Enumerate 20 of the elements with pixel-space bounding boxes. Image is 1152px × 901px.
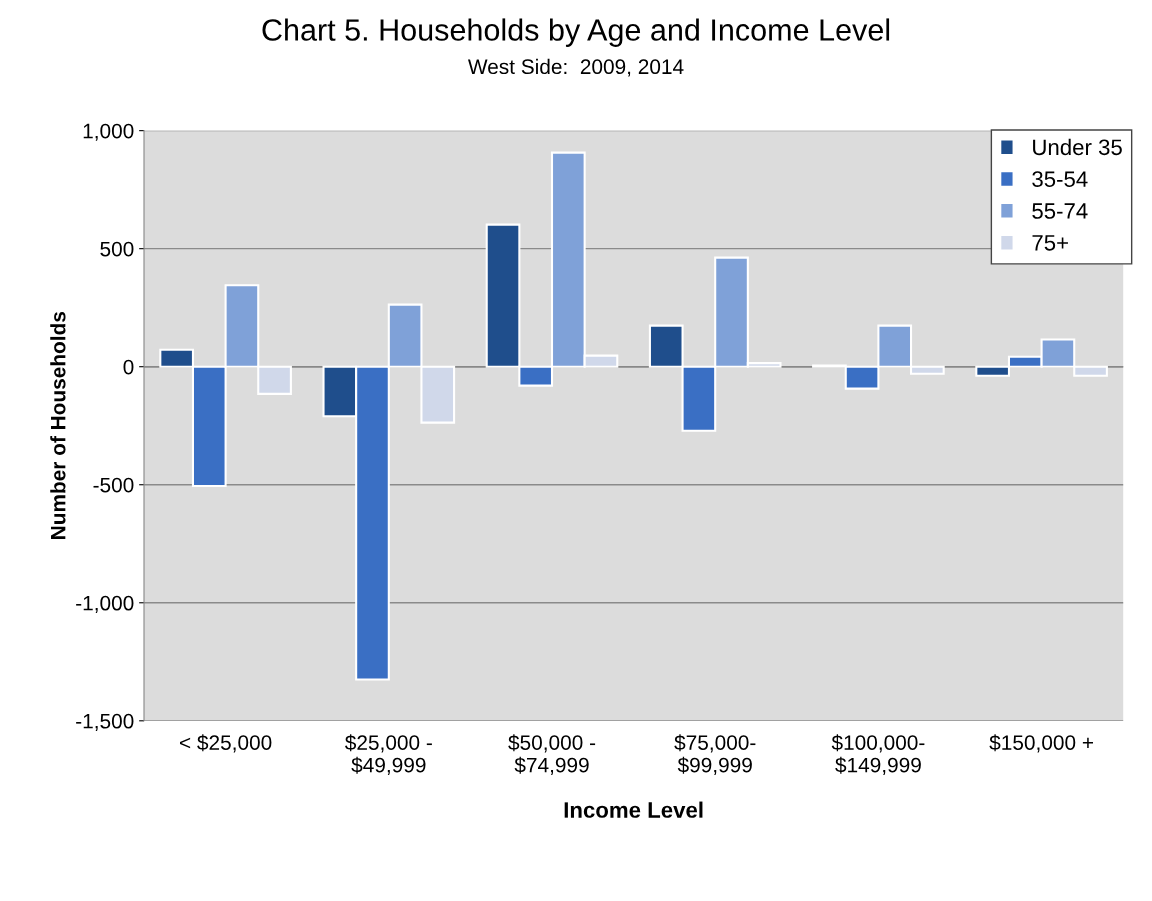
y-tick-label: -1,500	[76, 713, 134, 732]
x-tick-label: $150,000 +	[989, 734, 1093, 753]
y-tick-label: 500	[100, 241, 134, 257]
chart-subtitle: West Side: 2009, 2014	[467, 58, 684, 77]
y-axis-title: Number of Households	[50, 311, 66, 539]
y-tick-label: -1,000	[76, 595, 134, 613]
legend-label: Under 35	[1033, 138, 1122, 156]
x-tick-label: $50,000 - $74,999	[508, 734, 596, 775]
x-tick-label: $25,000 - $49,999	[345, 734, 432, 775]
x-tick-label: $75,000- $99,999	[674, 734, 756, 775]
legend-label: 75+	[1032, 235, 1068, 251]
legend-label: 55-74	[1032, 203, 1088, 219]
chart-title: Chart 5. Households by Age and Income Level	[262, 18, 890, 47]
legend-label: 35-54	[1032, 171, 1088, 187]
x-tick-label: $100,000- $149,999	[831, 734, 925, 775]
x-tick-label: < $25,000	[180, 734, 272, 753]
x-axis-title: Income Level	[564, 801, 703, 818]
y-tick-label: -500	[93, 477, 134, 493]
y-tick-label: 1,000	[83, 123, 134, 141]
y-tick-label: 0	[123, 359, 134, 375]
